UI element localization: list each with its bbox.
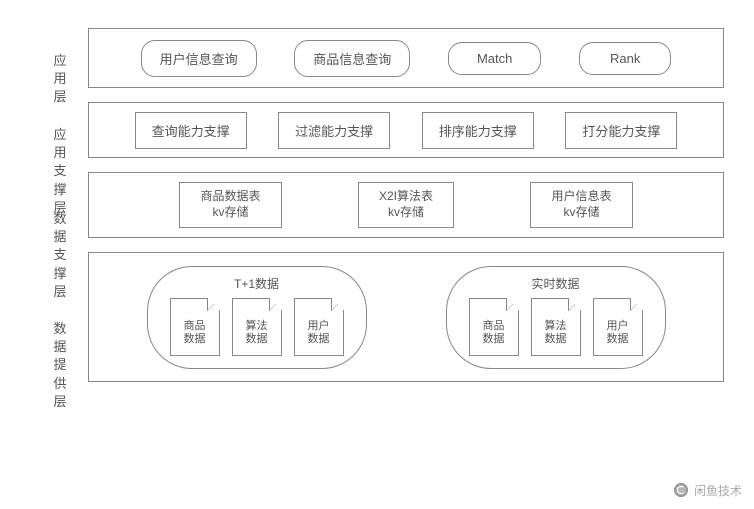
stadium-realtime: 实时数据 商品数据 算法数据 用户数据 [446,266,666,369]
label-provider-layer: 数据提供层 [50,320,70,411]
kv-item: 用户信息表 kv存储 [530,182,632,227]
watermark-text: 闲鱼技术 [694,482,742,499]
architecture-diagram: 用户信息查询 商品信息查询 Match Rank 查询能力支撑 过滤能力支撑 排… [88,28,724,396]
support-item: 打分能力支撑 [565,112,677,149]
data-support-layer-box: 商品数据表 kv存储 X2I算法表 kv存储 用户信息表 kv存储 [88,172,724,238]
stadium-title: 实时数据 [531,275,579,292]
kv-item: X2I算法表 kv存储 [358,182,454,227]
file-row: 商品数据 算法数据 用户数据 [469,298,643,356]
app-item: Rank [579,42,671,75]
file-row: 商品数据 算法数据 用户数据 [170,298,344,356]
label-app-layer: 应用层 [50,52,70,107]
stadium-t1: T+1数据 商品数据 算法数据 用户数据 [147,266,367,369]
support-item: 排序能力支撑 [422,112,534,149]
file-icon: 算法数据 [531,298,581,356]
app-layer-box: 用户信息查询 商品信息查询 Match Rank [88,28,724,88]
support-item: 过滤能力支撑 [278,112,390,149]
label-data-support-layer: 数据支撑层 [50,210,70,301]
support-layer-box: 查询能力支撑 过滤能力支撑 排序能力支撑 打分能力支撑 [88,102,724,158]
watermark: 闲鱼技术 [672,481,742,499]
file-icon: 商品数据 [469,298,519,356]
support-item: 查询能力支撑 [135,112,247,149]
app-item: 商品信息查询 [294,40,410,77]
file-icon: 用户数据 [593,298,643,356]
file-icon: 商品数据 [170,298,220,356]
kv-item: 商品数据表 kv存储 [179,182,281,227]
file-icon: 算法数据 [232,298,282,356]
app-item: 用户信息查询 [141,40,257,77]
app-item: Match [448,42,541,75]
wechat-icon [672,481,690,499]
provider-layer-box: T+1数据 商品数据 算法数据 用户数据 实时数据 商品数据 算法数据 用户数据 [88,252,724,382]
file-icon: 用户数据 [294,298,344,356]
label-support-layer: 应用支撑层 [50,126,70,217]
stadium-title: T+1数据 [234,275,279,292]
